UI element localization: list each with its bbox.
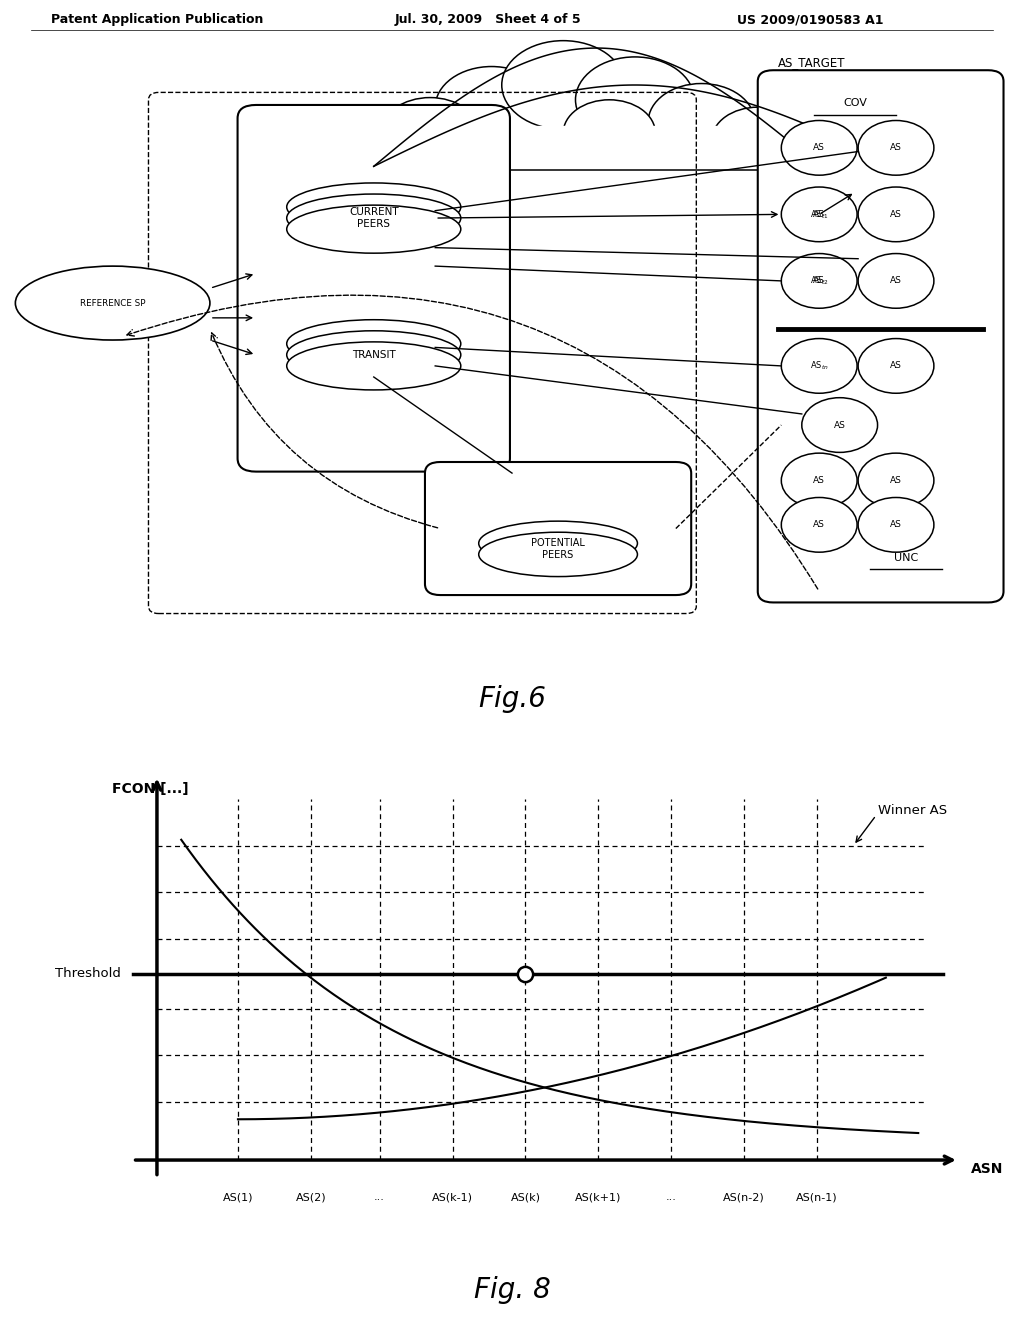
- FancyBboxPatch shape: [425, 462, 691, 595]
- Text: Fig. 8: Fig. 8: [474, 1276, 550, 1304]
- Text: CURRENT
PEERS: CURRENT PEERS: [349, 207, 398, 230]
- FancyBboxPatch shape: [369, 125, 799, 181]
- Text: Patent Application Publication: Patent Application Publication: [51, 13, 263, 26]
- Text: AS: AS: [890, 520, 902, 529]
- Circle shape: [781, 253, 857, 309]
- Text: COV: COV: [843, 99, 867, 108]
- Ellipse shape: [479, 521, 637, 565]
- Text: Fig.6: Fig.6: [478, 685, 546, 713]
- Text: AS: AS: [813, 520, 825, 529]
- Text: $\mathregular{AS}_{t2}$: $\mathregular{AS}_{t2}$: [810, 275, 828, 288]
- Circle shape: [781, 498, 857, 552]
- Text: $\mathregular{AS}_{t1}$: $\mathregular{AS}_{t1}$: [810, 209, 828, 220]
- Text: AS: AS: [813, 477, 825, 484]
- Circle shape: [858, 253, 934, 309]
- Circle shape: [381, 98, 479, 169]
- Text: UNC: UNC: [894, 553, 919, 564]
- Text: AS: AS: [890, 210, 902, 219]
- Circle shape: [781, 187, 857, 242]
- Text: AS(k): AS(k): [510, 1192, 541, 1203]
- Text: Winner AS: Winner AS: [878, 804, 947, 817]
- Circle shape: [563, 100, 655, 166]
- Text: AS: AS: [813, 276, 825, 285]
- Ellipse shape: [15, 267, 210, 341]
- Ellipse shape: [479, 532, 637, 577]
- Text: AS_TARGET: AS_TARGET: [778, 57, 846, 70]
- Ellipse shape: [287, 205, 461, 253]
- Circle shape: [802, 397, 878, 453]
- FancyArrowPatch shape: [127, 296, 818, 589]
- Text: AS: AS: [834, 421, 846, 429]
- Text: AS: AS: [890, 477, 902, 484]
- Ellipse shape: [287, 183, 461, 231]
- Text: AS: AS: [813, 210, 825, 219]
- Text: AS: AS: [890, 144, 902, 152]
- Text: AS(n-1): AS(n-1): [797, 1192, 838, 1203]
- Text: AS(2): AS(2): [296, 1192, 326, 1203]
- Circle shape: [781, 120, 857, 176]
- Circle shape: [575, 57, 694, 143]
- FancyBboxPatch shape: [238, 106, 510, 471]
- Text: AS(k+1): AS(k+1): [575, 1192, 622, 1203]
- Circle shape: [858, 453, 934, 508]
- Circle shape: [502, 41, 625, 129]
- Circle shape: [858, 120, 934, 176]
- Ellipse shape: [287, 194, 461, 242]
- Circle shape: [781, 338, 857, 393]
- Text: AS(n-2): AS(n-2): [723, 1192, 765, 1203]
- Text: TRANSIT: TRANSIT: [352, 350, 395, 360]
- Ellipse shape: [287, 319, 461, 368]
- Text: ...: ...: [666, 1192, 677, 1203]
- Ellipse shape: [287, 331, 461, 379]
- Text: AS(k-1): AS(k-1): [432, 1192, 473, 1203]
- Circle shape: [858, 187, 934, 242]
- FancyArrowPatch shape: [211, 333, 437, 528]
- Circle shape: [712, 107, 804, 174]
- Circle shape: [858, 338, 934, 393]
- Circle shape: [648, 83, 755, 161]
- Text: AS: AS: [890, 362, 902, 371]
- Circle shape: [858, 498, 934, 552]
- Text: $\mathregular{AS}_{tn}$: $\mathregular{AS}_{tn}$: [810, 359, 828, 372]
- Text: FCON [...]: FCON [...]: [113, 781, 189, 796]
- Text: Jul. 30, 2009   Sheet 4 of 5: Jul. 30, 2009 Sheet 4 of 5: [394, 13, 581, 26]
- Text: AS(1): AS(1): [222, 1192, 253, 1203]
- FancyBboxPatch shape: [758, 70, 1004, 602]
- Circle shape: [781, 453, 857, 508]
- Circle shape: [435, 66, 548, 148]
- Text: AS: AS: [890, 276, 902, 285]
- Ellipse shape: [287, 342, 461, 389]
- Text: ASN: ASN: [971, 1162, 1004, 1176]
- Text: POTENTIAL
PEERS: POTENTIAL PEERS: [531, 539, 585, 561]
- Text: REFERENCE SP: REFERENCE SP: [80, 298, 145, 308]
- Text: ...: ...: [374, 1192, 385, 1203]
- Text: AS: AS: [813, 144, 825, 152]
- Text: Threshold: Threshold: [54, 968, 121, 981]
- Text: US 2009/0190583 A1: US 2009/0190583 A1: [737, 13, 884, 26]
